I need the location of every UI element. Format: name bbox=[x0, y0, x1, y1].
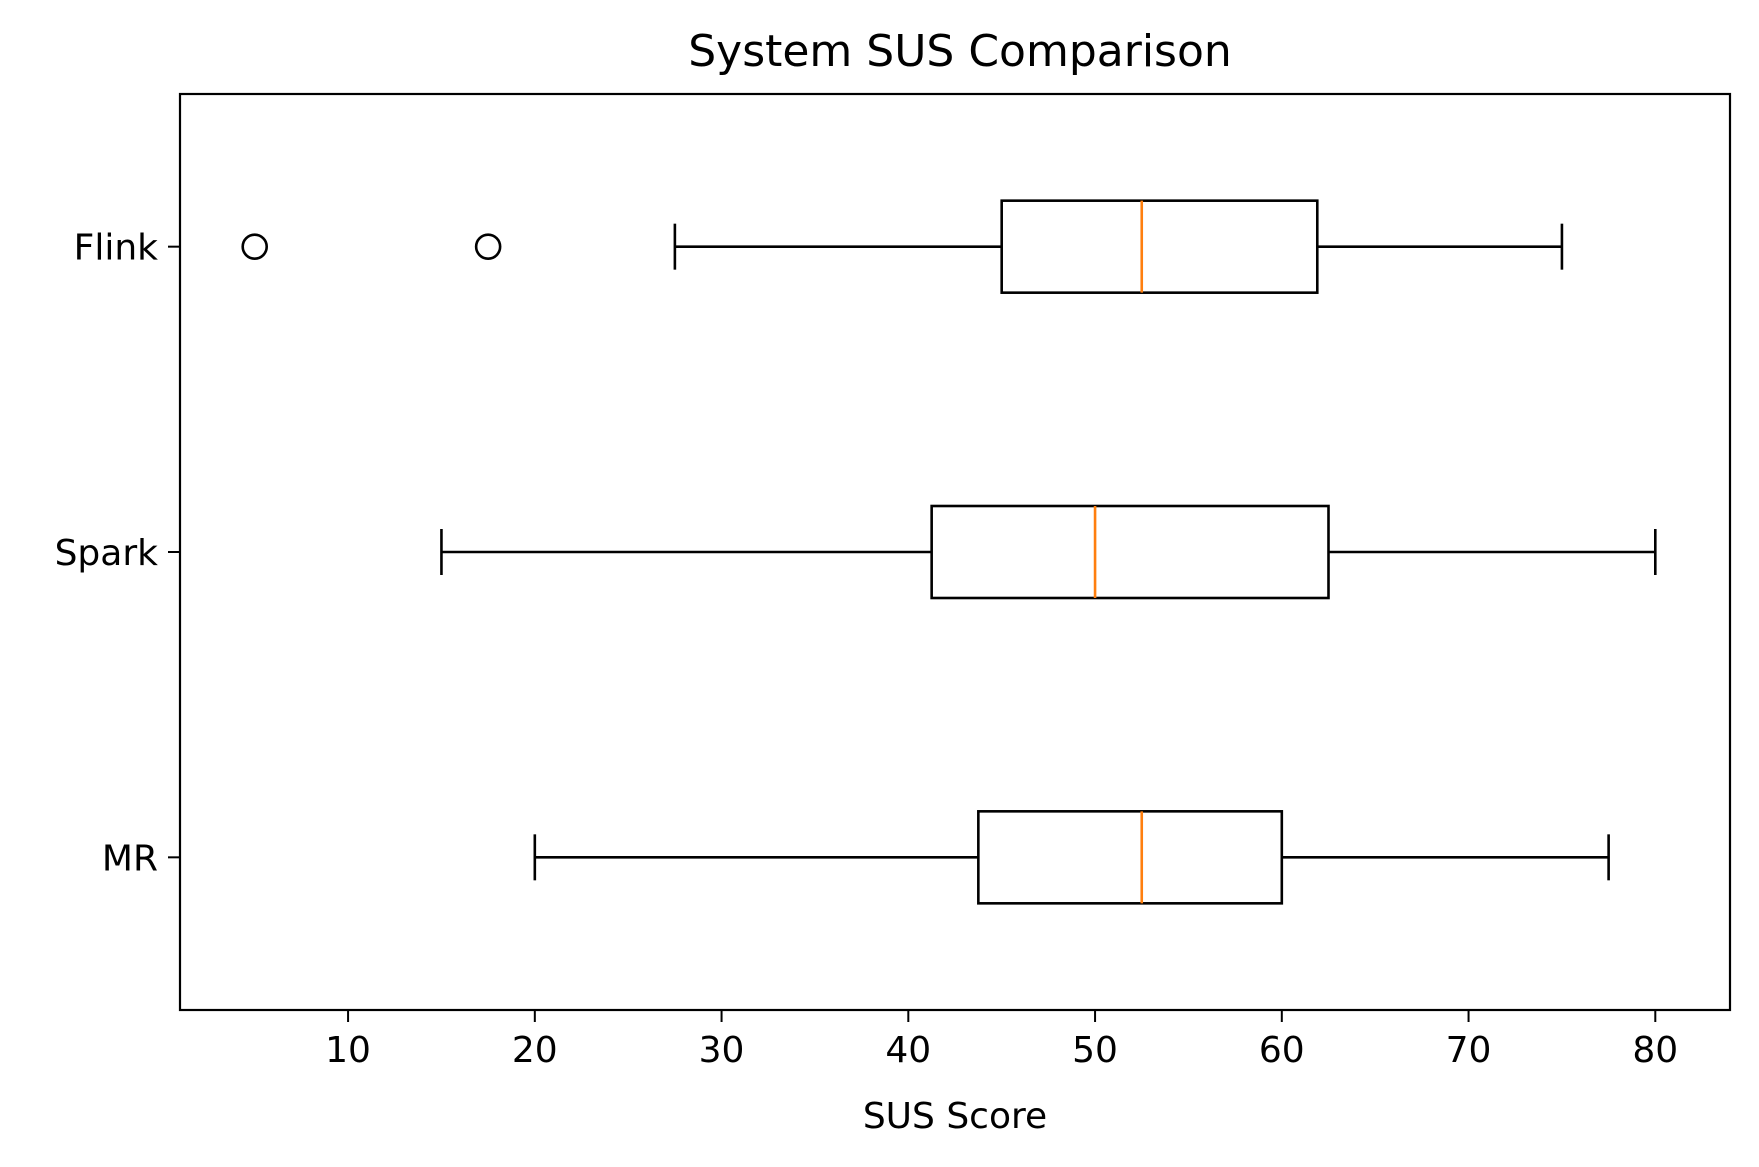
iqr-box bbox=[1000, 199, 1319, 294]
x-tick-label: 60 bbox=[1259, 1030, 1305, 1071]
x-axis-label: SUS Score bbox=[863, 1096, 1047, 1137]
chart-title: System SUS Comparison bbox=[688, 26, 1232, 77]
y-tick-label-flink: Flink bbox=[74, 228, 159, 269]
outlier-point bbox=[474, 233, 502, 260]
x-tick-label: 10 bbox=[325, 1030, 371, 1071]
x-axis: 10 20 30 40 50 60 70 80 bbox=[325, 1010, 1678, 1071]
x-tick-label: 20 bbox=[512, 1030, 558, 1071]
x-tick-label: 40 bbox=[885, 1030, 931, 1071]
x-tick-label: 50 bbox=[1072, 1030, 1118, 1071]
outlier-point bbox=[241, 233, 268, 260]
iqr-box bbox=[930, 504, 1330, 600]
x-tick-label: 70 bbox=[1446, 1030, 1492, 1071]
iqr-box bbox=[977, 810, 1284, 905]
chart-marks bbox=[241, 199, 1657, 905]
y-axis: MR Spark Flink bbox=[55, 228, 180, 879]
x-tick-label: 80 bbox=[1632, 1030, 1678, 1071]
x-tick-label: 30 bbox=[699, 1030, 745, 1071]
y-tick-label-mr: MR bbox=[102, 838, 158, 879]
box-group-mr bbox=[533, 810, 1610, 905]
box-group-flink bbox=[241, 199, 1564, 294]
box-group-spark bbox=[440, 504, 1657, 600]
y-tick-label-spark: Spark bbox=[55, 533, 159, 574]
